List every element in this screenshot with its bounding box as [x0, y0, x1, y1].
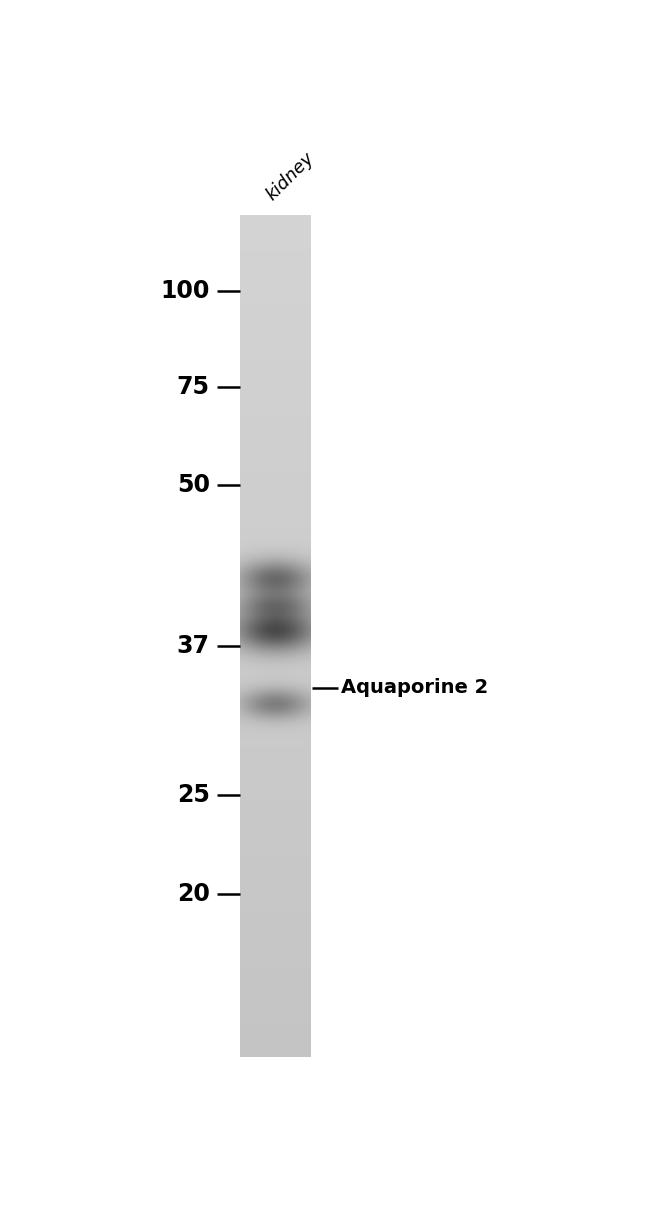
Text: 20: 20	[177, 881, 210, 906]
Text: 37: 37	[177, 634, 210, 658]
Text: kidney: kidney	[263, 148, 318, 204]
Text: Aquaporine 2: Aquaporine 2	[341, 679, 488, 697]
Text: 25: 25	[177, 783, 210, 807]
Text: 75: 75	[177, 375, 210, 399]
Text: 100: 100	[161, 278, 210, 302]
Text: 50: 50	[177, 473, 210, 497]
